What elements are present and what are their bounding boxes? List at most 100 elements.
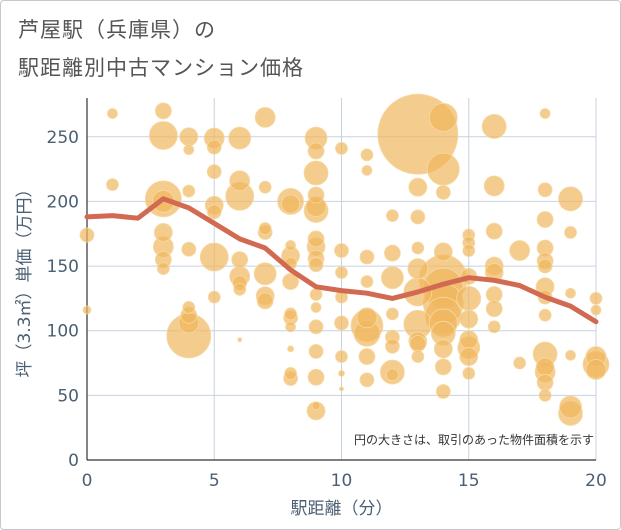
data-bubble [307,142,325,160]
data-bubble [82,305,92,315]
data-bubble [284,307,298,321]
data-bubble [206,164,222,180]
data-bubble [459,330,479,350]
data-bubble [231,251,249,269]
data-bubble [339,386,344,392]
data-bubble [253,262,277,286]
data-bubble [335,350,348,363]
data-bubble [485,300,503,318]
data-bubble [106,178,119,192]
data-bubble [310,302,322,313]
data-bubble [411,350,425,363]
data-bubble [359,249,375,265]
data-bubble [154,102,172,120]
data-bubble [462,366,476,380]
x-axis-label: 駅距離（分） [291,499,393,519]
data-bubble [589,291,603,305]
data-bubble [308,257,324,273]
data-bubble [308,319,324,335]
data-bubble [537,182,553,198]
chart-title-line1: 芦屋駅（兵庫県）の [18,18,216,42]
data-bubble [309,288,323,301]
data-bubble [183,144,195,156]
data-bubble [383,244,401,262]
data-bubble [307,230,325,248]
data-bubble [565,287,576,299]
data-bubble [407,258,429,280]
average-price-line [84,196,599,325]
data-bubble [285,239,297,251]
data-bubble [509,240,531,261]
x-tick-label: 20 [585,471,607,491]
data-bubble [303,160,329,186]
data-bubble [229,170,251,192]
data-bubble [335,266,348,279]
data-bubble [281,194,301,214]
data-bubble [179,127,199,147]
data-bubble [308,343,324,359]
data-bubble [434,358,452,376]
data-bubble [338,369,345,377]
data-bubble [559,395,582,419]
data-bubble [182,184,196,198]
data-bubble [287,345,295,353]
data-bubble [456,285,482,311]
data-bubble [535,357,555,377]
y-tick-label: 150 [47,257,79,277]
data-bubble [385,209,399,223]
data-bubble [485,286,503,303]
data-bubble [156,262,170,276]
data-bubble [256,292,274,310]
y-tick-label: 50 [57,386,79,406]
data-bubble [311,401,321,411]
data-bubble [207,290,221,304]
x-tick-label: 0 [82,471,93,491]
data-bubble [590,304,602,316]
y-axis-label: 坪（3.3㎡）単価（万円） [15,180,35,377]
data-bubble [564,226,577,239]
data-bubble [359,372,375,388]
data-bubble [285,321,297,333]
data-bubble [237,337,243,343]
data-bubble [254,106,276,128]
data-bubble [282,273,300,290]
data-bubble [206,204,222,220]
data-bubble [181,241,197,257]
data-bubble [459,347,479,366]
data-bubble [538,308,552,322]
data-bubble [538,388,552,402]
data-bubble [307,186,325,204]
data-bubble [284,366,298,380]
data-bubble [385,307,399,321]
chart-title-line2: 駅距離別中古マンション価格 [18,56,304,80]
data-bubble [435,184,451,200]
data-bubble [485,222,503,240]
data-bubble [199,242,229,272]
data-bubble [558,186,583,212]
x-tick-label: 5 [209,471,220,491]
data-bubble [258,180,272,194]
data-bubble [380,266,404,290]
data-bubble [537,258,553,274]
data-bubble [206,139,222,155]
data-bubble [513,356,527,370]
y-tick-label: 200 [47,192,79,212]
data-bubble [334,315,349,331]
data-bubble [408,177,428,197]
data-bubble [433,339,453,359]
data-bubble [153,223,173,242]
data-bubble [107,108,118,119]
data-bubble [307,368,325,386]
data-bubble [409,335,427,353]
data-bubble [148,121,178,150]
data-bubble [358,348,376,365]
data-bubble [385,368,399,382]
data-bubble [410,209,426,225]
data-bubble [585,359,607,380]
bubble-size-note: 円の大きさは、取引のあった物件面積を示す [354,432,594,447]
data-bubble [361,164,373,176]
x-tick-label: 15 [458,471,480,491]
data-bubble [360,275,374,288]
data-bubble [487,320,501,334]
